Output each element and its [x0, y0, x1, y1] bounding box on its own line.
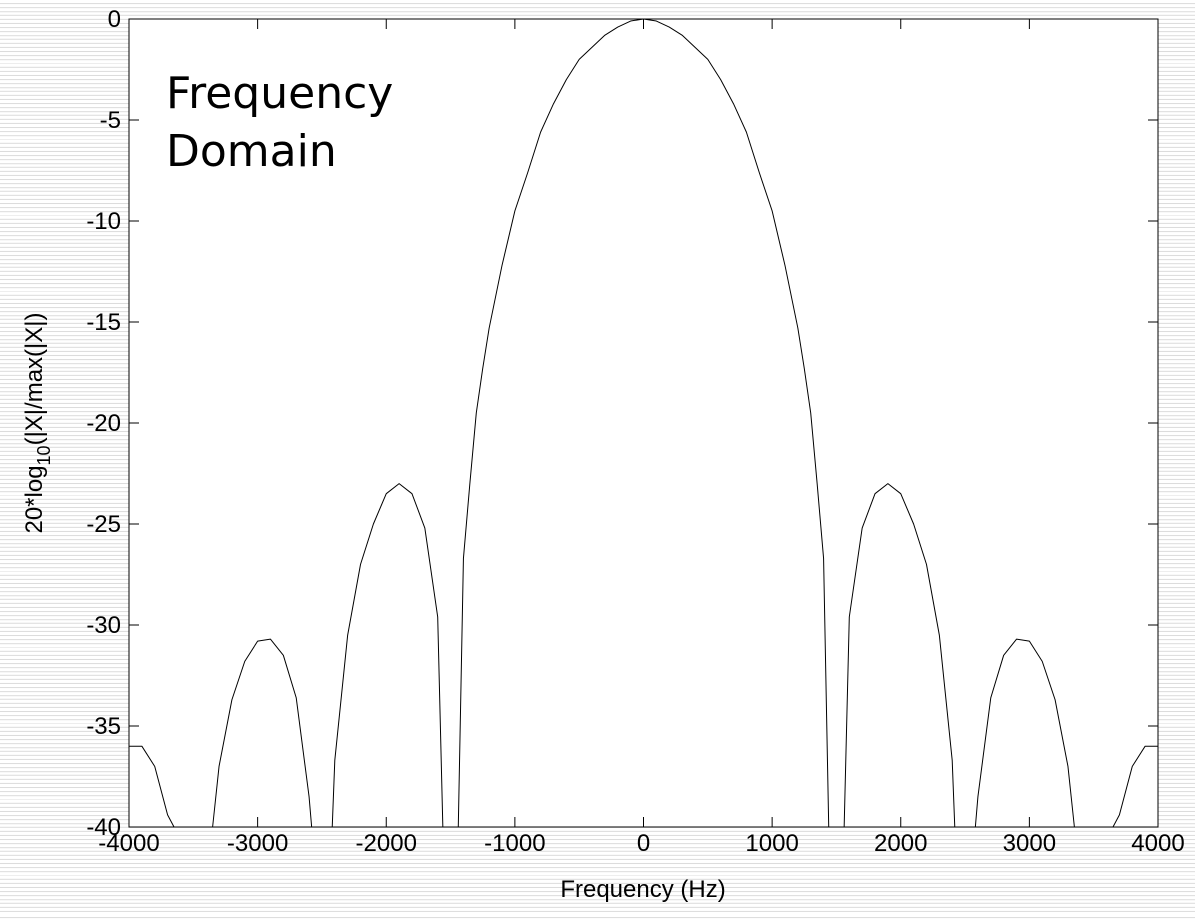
- x-tick-label: 2000: [874, 830, 927, 857]
- x-axis-label: Frequency (Hz): [560, 876, 725, 903]
- y-axis-label-suffix: (|X|/max(|X|): [21, 312, 48, 445]
- plot-area: [129, 19, 1158, 827]
- axes-box: [128, 18, 1159, 828]
- y-tick-label: -20: [86, 410, 121, 437]
- y-tick-label: -10: [86, 208, 121, 235]
- x-tick-label: -3000: [227, 830, 288, 857]
- y-tick-label: 0: [108, 6, 121, 33]
- x-tick-label: -1000: [484, 830, 545, 857]
- x-tick-label: -4000: [98, 830, 159, 857]
- x-tick-label: 0: [637, 830, 650, 857]
- labels-layer: -4000 -3000 -2000 -1000 0 1000 2000 3000 4000 0 -5…: [86, 6, 1184, 857]
- y-tick-label: -25: [86, 511, 121, 538]
- annotation-line-1: Frequency: [166, 68, 393, 119]
- y-tick-label: -30: [86, 612, 121, 639]
- x-tick-label: 1000: [745, 830, 798, 857]
- annotation-line-2: Domain: [166, 126, 337, 177]
- x-tick-label: 4000: [1131, 830, 1184, 857]
- x-tick-label: -2000: [356, 830, 417, 857]
- y-tick-label: -5: [100, 107, 121, 134]
- y-tick-label: -40: [86, 814, 121, 841]
- x-tick-label: 3000: [1003, 830, 1056, 857]
- y-tick-label: -35: [86, 713, 121, 740]
- y-axis-label-prefix: 20*log: [21, 465, 48, 533]
- y-axis-label-subscript: 10: [34, 445, 54, 465]
- y-axis-label: 20*log10(|X|/max(|X|): [21, 312, 54, 533]
- y-tick-label: -15: [86, 309, 121, 336]
